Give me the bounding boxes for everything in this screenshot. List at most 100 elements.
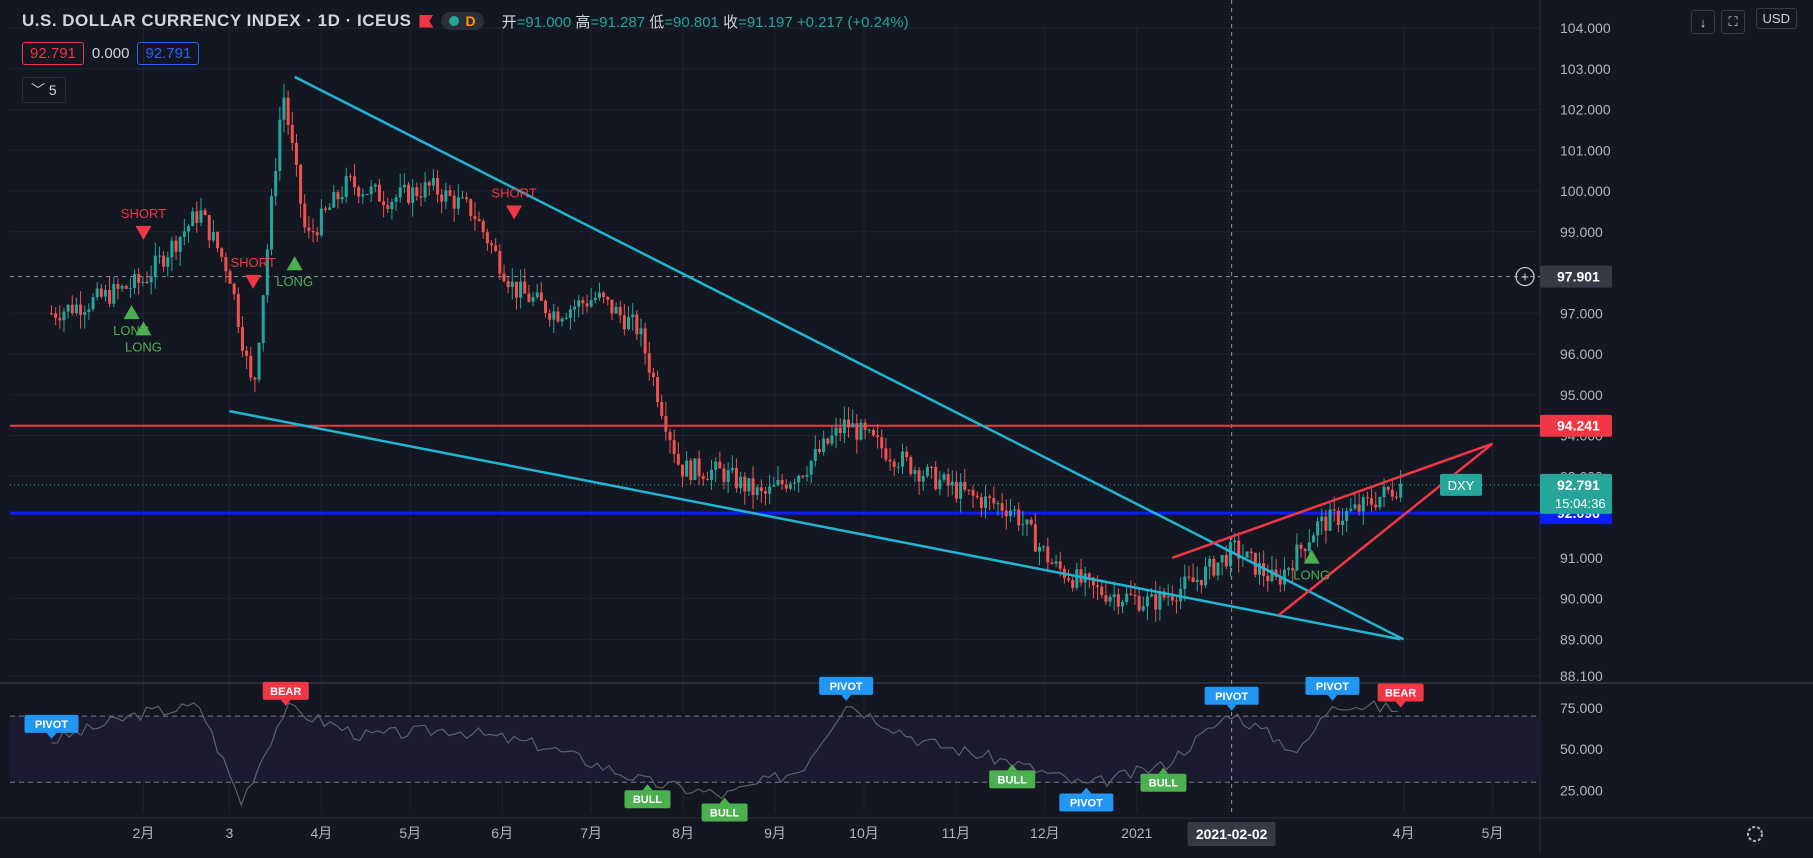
- candle-body: [91, 297, 95, 310]
- osc-badge-label: BULL: [710, 807, 740, 819]
- candle-body: [128, 287, 132, 289]
- candle-body: [784, 484, 788, 489]
- settings-gear-icon[interactable]: [1747, 826, 1763, 842]
- fullscreen-icon[interactable]: ⛶: [1721, 10, 1745, 34]
- candle-body: [1328, 509, 1332, 531]
- candle-body: [1307, 542, 1311, 552]
- candle-body: [1108, 596, 1112, 602]
- osc-badge-pointer-icon: [841, 694, 852, 701]
- candle-body: [1195, 579, 1199, 583]
- candle-body: [1341, 520, 1345, 526]
- candle-body: [153, 255, 157, 277]
- download-icon[interactable]: ↓: [1691, 10, 1715, 34]
- candle-body: [1029, 519, 1033, 525]
- candle-body: [1282, 569, 1286, 585]
- candle-body: [62, 311, 66, 321]
- candle-body: [593, 297, 597, 301]
- long-arrow-icon: [286, 256, 303, 271]
- candle-body: [390, 201, 394, 210]
- price-tick-label: 103.000: [1560, 61, 1611, 77]
- candle-body: [651, 372, 655, 378]
- high-value: =91.287: [590, 13, 646, 31]
- open-label: 开: [501, 13, 517, 31]
- candle-body: [867, 429, 871, 431]
- price-tick-label: 102.000: [1560, 102, 1611, 118]
- candle-body: [764, 491, 768, 494]
- candle-body: [560, 318, 564, 322]
- candle-body: [1349, 508, 1353, 511]
- collapse-indicators-button[interactable]: ﹀ 5: [22, 77, 66, 103]
- candle-body: [83, 312, 87, 315]
- candle-body: [826, 438, 830, 444]
- symbol-tag: DXY: [1448, 478, 1475, 493]
- osc-badge-pointer-icon: [46, 732, 57, 739]
- candle-body: [448, 190, 452, 196]
- candle-body: [265, 249, 269, 296]
- candle-body: [236, 294, 240, 328]
- candle-body: [220, 248, 224, 257]
- candle-body: [747, 478, 751, 492]
- candle-body: [1050, 562, 1054, 564]
- candle-body: [548, 313, 552, 320]
- candle-body: [427, 182, 431, 186]
- candle-body: [382, 201, 386, 206]
- short-signal-label: SHORT: [231, 255, 276, 270]
- osc-badge-bg: [1140, 773, 1187, 792]
- candle-body: [1320, 516, 1324, 522]
- oscillator-line: [51, 700, 1398, 807]
- candle-body: [1191, 577, 1195, 583]
- candle-body: [1075, 569, 1079, 588]
- candle-body: [224, 256, 228, 272]
- market-status-pill[interactable]: D: [441, 12, 484, 30]
- candle-body: [108, 289, 112, 304]
- indicator-value-3[interactable]: 92.791: [137, 42, 200, 65]
- candle-body: [1258, 563, 1261, 575]
- candle-body: [1291, 568, 1295, 571]
- osc-badge-pointer-icon: [1226, 704, 1237, 711]
- candle-body: [597, 292, 601, 298]
- candle-body: [373, 184, 377, 187]
- osc-badge-bg: [262, 681, 309, 700]
- candle-body: [1311, 535, 1315, 543]
- candle-body: [415, 187, 419, 197]
- candle-body: [141, 282, 145, 284]
- osc-badge-label: BULL: [1149, 778, 1179, 790]
- candle-body: [319, 208, 323, 236]
- price-tick-label: 91.000: [1560, 550, 1603, 566]
- candle-body: [270, 196, 274, 250]
- osc-badge: PIVOT: [1305, 676, 1360, 701]
- candle-body: [1174, 600, 1178, 602]
- price-tick-label: 90.000: [1560, 591, 1603, 607]
- indicator-value-1[interactable]: 92.791: [22, 42, 84, 65]
- candle-body: [1228, 542, 1232, 567]
- resistance-price-label-bg: [1540, 414, 1612, 437]
- candle-body: [485, 232, 489, 244]
- candle-body: [1303, 548, 1307, 552]
- candle-body: [490, 243, 494, 246]
- price-tick-label: 96.000: [1560, 346, 1603, 362]
- candle-body: [444, 190, 448, 202]
- candle-body: [780, 480, 784, 485]
- candle-body: [722, 468, 726, 482]
- candle-body: [170, 240, 174, 258]
- candle-body: [1125, 593, 1129, 602]
- symbol-title[interactable]: U.S. DOLLAR CURRENCY INDEX · 1D · ICEUS: [22, 11, 412, 30]
- candle-body: [797, 475, 801, 483]
- candle-body: [880, 437, 884, 449]
- osc-badge-pointer-icon: [1081, 787, 1092, 794]
- candle-body: [552, 311, 556, 320]
- candle-body: [847, 419, 851, 428]
- candle-body: [801, 475, 805, 477]
- currency-label[interactable]: USD: [1755, 8, 1797, 29]
- candle-body: [1233, 540, 1237, 543]
- candle-body: [959, 482, 963, 499]
- trendlines[interactable]: [229, 75, 1494, 641]
- candle-body: [423, 182, 427, 198]
- candle-body: [643, 328, 647, 354]
- candle-body: [99, 288, 103, 297]
- candle-body: [178, 236, 182, 252]
- candle-body: [913, 470, 917, 474]
- candle-body: [519, 281, 523, 298]
